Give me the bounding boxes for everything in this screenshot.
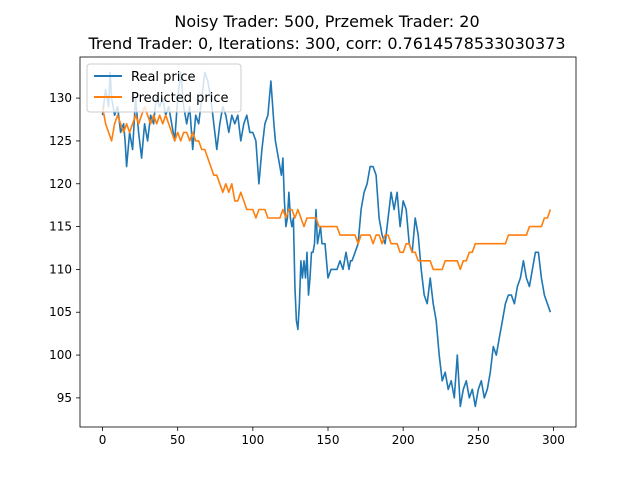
x-axis: 0 50 100 150 200 250 300 [99, 427, 565, 447]
plot-area [80, 57, 576, 427]
x-tick-label: 0 [99, 433, 107, 447]
chart-subtitle: Trend Trader: 0, Iterations: 300, corr: … [88, 34, 566, 53]
y-tick-label: 115 [49, 220, 72, 234]
x-tick-label: 50 [170, 433, 185, 447]
y-tick-label: 105 [49, 305, 72, 319]
legend-label-predicted-price: Predicted price [131, 91, 229, 106]
chart-title: Noisy Trader: 500, Przemek Trader: 20 [174, 12, 479, 31]
plot-frame [79, 56, 577, 428]
y-tick-label: 100 [49, 348, 72, 362]
x-tick-label: 300 [542, 433, 565, 447]
legend: Real price Predicted price [86, 63, 242, 113]
x-tick-label: 100 [241, 433, 264, 447]
y-tick-label: 120 [49, 177, 72, 191]
y-axis: 95 100 105 110 115 120 125 130 [49, 91, 80, 405]
series-line-predicted-price [101, 105, 552, 271]
y-tick-label: 95 [57, 391, 72, 405]
legend-label-real-price: Real price [131, 70, 196, 85]
x-tick-label: 150 [317, 433, 340, 447]
legend-box [86, 63, 242, 113]
y-tick-label: 125 [49, 134, 72, 148]
x-tick-label: 250 [467, 433, 490, 447]
y-tick-label: 110 [49, 262, 72, 276]
y-tick-label: 130 [49, 91, 72, 105]
x-tick-label: 200 [392, 433, 415, 447]
